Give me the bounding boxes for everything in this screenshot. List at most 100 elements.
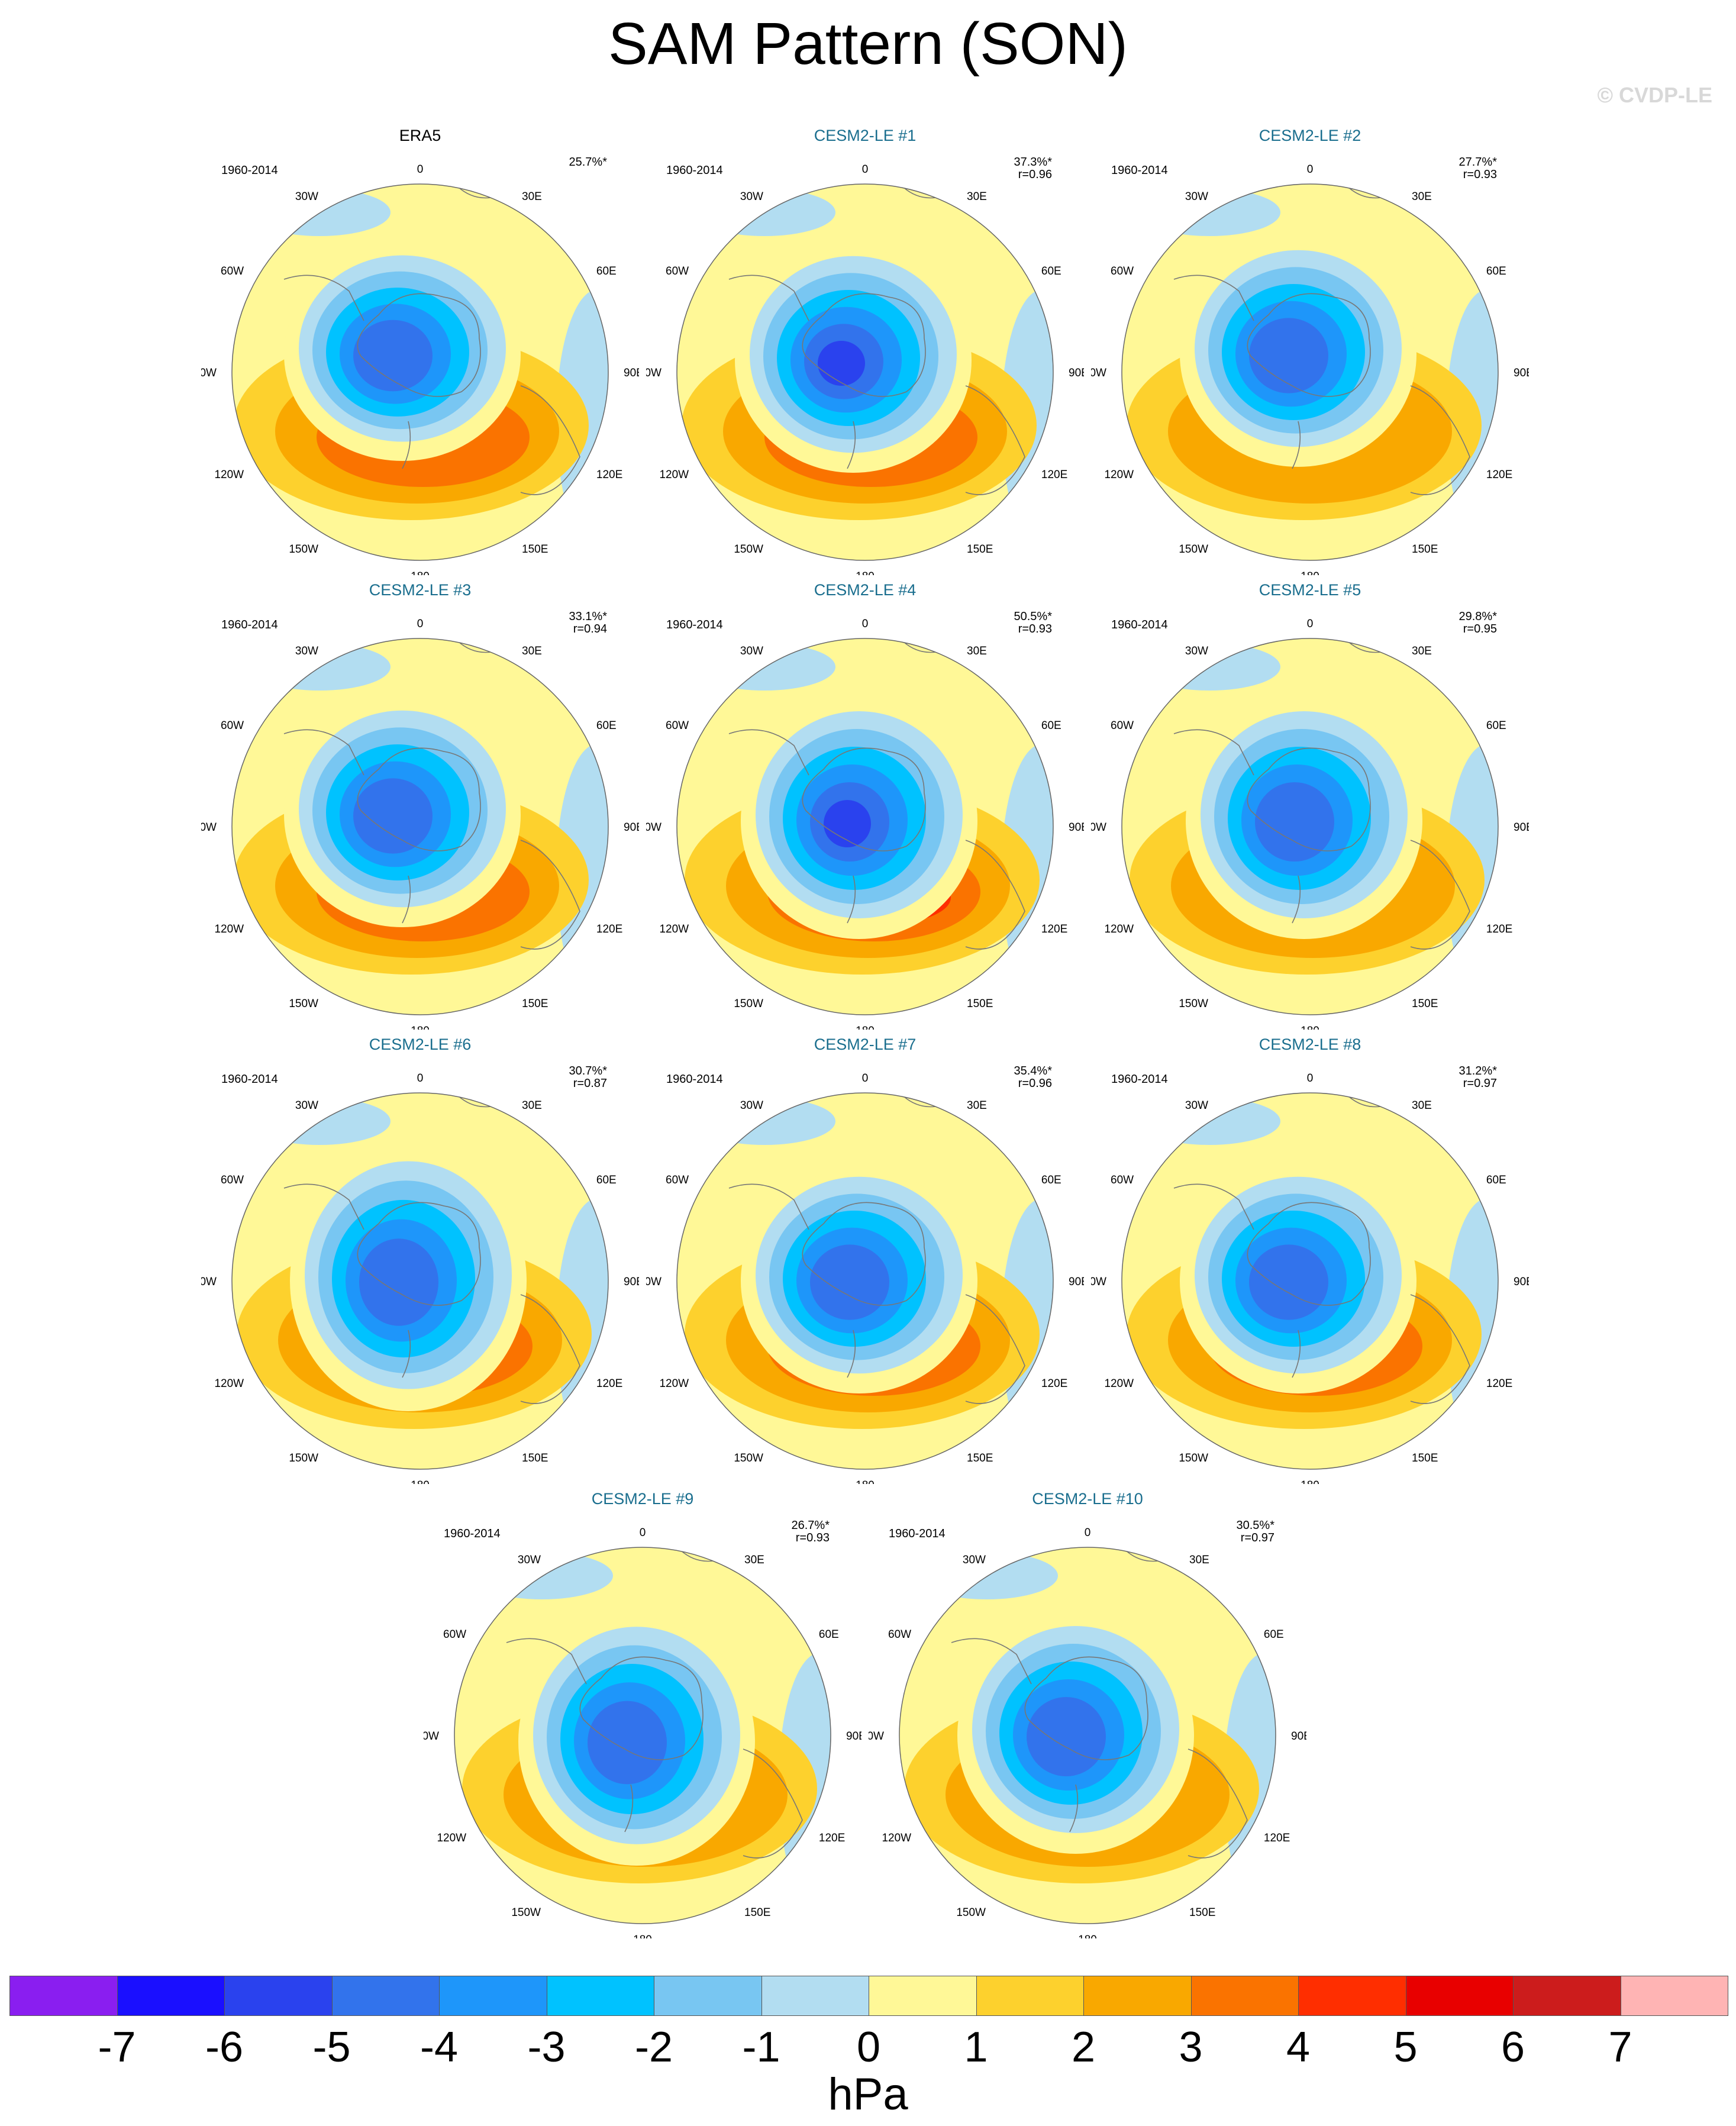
- pattern-correlation: r=0.93: [1018, 622, 1052, 635]
- coastline: [728, 1183, 809, 1230]
- longitude-label: 150E: [967, 1452, 993, 1464]
- weak-negative-area: [471, 1552, 613, 1599]
- weak-negative-area: [1138, 643, 1280, 691]
- negative-anomaly-contour: [353, 320, 433, 392]
- longitude-label: 60E: [596, 1174, 617, 1186]
- colorbar-tick-label: -5: [312, 2024, 351, 2071]
- map-border: [676, 183, 1054, 561]
- explained-variance: 25.7%*: [569, 156, 608, 169]
- longitude-label: 30W: [963, 1554, 986, 1566]
- coastline: [951, 1638, 1032, 1685]
- weak-negative-area: [916, 1552, 1058, 1599]
- longitude-label: 60W: [888, 1628, 911, 1641]
- map-border: [899, 1547, 1276, 1924]
- negative-anomaly-contour: [588, 1701, 667, 1785]
- negative-anomaly-contour: [1249, 1244, 1328, 1320]
- weak-negative-area: [249, 189, 391, 236]
- longitude-label: 150E: [967, 543, 993, 556]
- coastline: [402, 875, 411, 924]
- colorbar-swatch: [439, 1976, 547, 2016]
- panel-period: 1960-2014: [1111, 164, 1168, 177]
- longitude-label: 60W: [221, 720, 244, 732]
- longitude-label: 150W: [289, 998, 318, 1010]
- map-panel: 0 30E 60E 90E 120E 150E 180 150W 120W 90W 60W 30W CE…: [646, 125, 1084, 575]
- longitude-label: 120E: [1041, 469, 1067, 481]
- longitude-label: 150W: [1179, 998, 1208, 1010]
- colorbar-swatch: [224, 1976, 333, 2016]
- panel-title: CESM2-LE #9: [591, 1490, 694, 1508]
- longitude-label: 150E: [1412, 1452, 1438, 1464]
- explained-variance: 31.2%*: [1459, 1064, 1498, 1077]
- colorbar-swatch: [1190, 1976, 1299, 2016]
- polar-map: 0 30E 60E 90E 120E 150E 180 150W 120W 90W 60W 30W: [1091, 1072, 1529, 1484]
- longitude-label: 180: [1301, 570, 1319, 575]
- negative-anomaly-contour: [359, 1238, 438, 1326]
- weak-negative-area: [693, 643, 835, 691]
- weak-negative-area: [249, 1098, 391, 1145]
- longitude-label: 180: [411, 1479, 430, 1484]
- longitude-label: 120W: [1104, 469, 1134, 481]
- polar-map: 0 30E 60E 90E 120E 150E 180 150W 120W 90W 60W 30W: [201, 163, 639, 575]
- coastline: [847, 421, 856, 469]
- weak-negative-area: [693, 1098, 835, 1145]
- coastline: [965, 840, 1025, 950]
- map-border: [1121, 183, 1499, 561]
- panel-title: CESM2-LE #1: [814, 127, 917, 144]
- coastline: [728, 729, 809, 776]
- explained-variance: 35.4%*: [1014, 1064, 1053, 1077]
- explained-variance: 29.8%*: [1459, 610, 1498, 623]
- panel-title: CESM2-LE #4: [814, 581, 917, 599]
- coastline: [402, 1330, 411, 1378]
- coastline: [520, 1294, 580, 1404]
- longitude-label: 180: [856, 1025, 875, 1030]
- map-panel: 0 30E 60E 90E 120E 150E 180 150W 120W 90W 60W 30W CE…: [424, 1489, 861, 1938]
- polar-map: 0 30E 60E 90E 120E 150E 180 150W 120W 90W 60W 30W: [869, 1527, 1306, 1938]
- coastline: [520, 385, 580, 495]
- coastline: [1247, 293, 1371, 397]
- longitude-label: 120E: [819, 1832, 845, 1844]
- longitude-label: 120W: [882, 1832, 911, 1844]
- coastline: [402, 421, 411, 469]
- longitude-label: 90W: [1091, 821, 1106, 834]
- map-panel: 0 30E 60E 90E 120E 150E 180 150W 120W 90W 60W 30W CE…: [1091, 580, 1529, 1030]
- longitude-label: 120W: [437, 1832, 466, 1844]
- longitude-label: 60E: [1486, 265, 1506, 278]
- longitude-label: 30E: [1412, 1099, 1432, 1112]
- longitude-label: 60E: [1041, 720, 1061, 732]
- longitude-label: 150W: [511, 1906, 541, 1919]
- longitude-label: 120E: [596, 923, 622, 935]
- explained-variance: 30.5%*: [1236, 1519, 1275, 1532]
- colorbar-tick-label: 7: [1608, 2024, 1632, 2071]
- negative-anomaly-contour: [1249, 318, 1328, 393]
- map-panel: 0 30E 60E 90E 120E 150E 180 150W 120W 90W 60W 30W ER…: [201, 125, 639, 575]
- coastline: [1410, 385, 1470, 495]
- colorbar-swatch: [1405, 1976, 1514, 2016]
- longitude-label: 30W: [740, 645, 763, 657]
- longitude-label: 150E: [1412, 998, 1438, 1010]
- longitude-label: 30E: [967, 191, 987, 203]
- longitude-label: 180: [1301, 1025, 1319, 1030]
- longitude-label: 90W: [1091, 367, 1106, 379]
- negative-anomaly-contour: [1255, 782, 1334, 862]
- longitude-label: 90E: [624, 821, 639, 834]
- longitude-label: 0: [862, 618, 869, 630]
- longitude-label: 150W: [1179, 543, 1208, 556]
- coastline: [579, 1656, 704, 1760]
- panel-period: 1960-2014: [221, 618, 278, 631]
- coastline: [624, 1784, 634, 1833]
- panel-period: 1960-2014: [666, 1073, 723, 1086]
- pattern-correlation: r=0.96: [1018, 1077, 1052, 1090]
- coastline: [283, 1183, 364, 1230]
- map-panel: 0 30E 60E 90E 120E 150E 180 150W 120W 90W 60W 30W CE…: [1091, 1034, 1529, 1484]
- polar-map: 0 30E 60E 90E 120E 150E 180 150W 120W 90W 60W 30W: [646, 1072, 1084, 1484]
- longitude-label: 0: [862, 1072, 869, 1085]
- longitude-label: 0: [640, 1527, 646, 1539]
- polar-map: 0 30E 60E 90E 120E 150E 180 150W 120W 90W 60W 30W: [201, 618, 639, 1030]
- panel-stats: 33.1%* r=0.94: [530, 611, 608, 635]
- longitude-label: 30E: [522, 191, 542, 203]
- map-panel: 0 30E 60E 90E 120E 150E 180 150W 120W 90W 60W 30W CE…: [201, 580, 639, 1030]
- longitude-label: 30E: [1412, 191, 1432, 203]
- polar-map: 0 30E 60E 90E 120E 150E 180 150W 120W 90W 60W 30W: [201, 1072, 639, 1484]
- longitude-label: 90E: [1514, 367, 1529, 379]
- pattern-correlation: r=0.97: [1463, 1077, 1497, 1090]
